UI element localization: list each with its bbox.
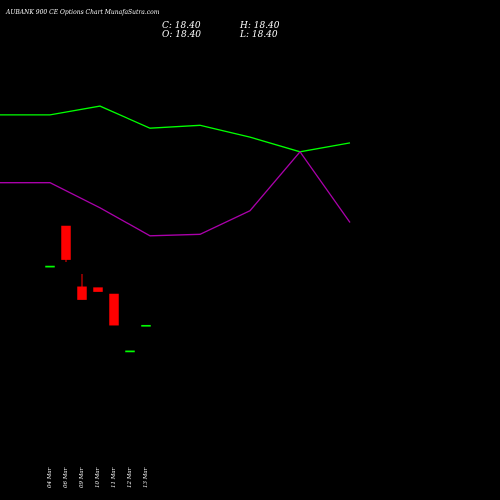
open-readout: O: 18.40 [162,30,201,40]
candle-09-mar [77,274,87,300]
x-tick-label: 04 Mar [47,467,53,488]
x-tick-label: 11 Mar [111,467,117,488]
x-tick-label: 13 Mar [143,467,149,488]
chart-title: AUBANK 900 CE Options Chart MunafaSutra.… [5,9,160,16]
candle-body [45,265,55,268]
candle-10-mar [93,287,103,292]
candle-body [61,225,71,260]
candle-body [141,324,151,327]
x-tick-label: 06 Mar [63,467,69,488]
low-readout: L: 18.40 [239,30,278,40]
candles [45,225,151,353]
indicator-line-1 [0,105,351,153]
candle-body [93,287,103,292]
close-readout: C: 18.40 [162,21,201,31]
x-tick-label: 09 Mar [79,467,85,488]
x-tick-label: 12 Mar [127,467,133,488]
x-tick-label: 10 Mar [95,467,101,488]
high-readout: H: 18.40 [239,21,280,31]
candle-11-mar [109,293,119,326]
candle-13-mar [141,324,151,327]
candle-body [125,350,135,353]
candle-04-mar [45,265,55,268]
indicator-line-2 [0,150,351,237]
candle-body [109,293,119,326]
indicator-lines [0,105,351,237]
candle-12-mar [125,350,135,353]
candle-body [77,286,87,300]
x-axis-ticks: 04 Mar 06 Mar 09 Mar 10 Mar 11 Mar 12 Mar 13 M… [47,467,149,488]
candle-06-mar [61,225,71,262]
